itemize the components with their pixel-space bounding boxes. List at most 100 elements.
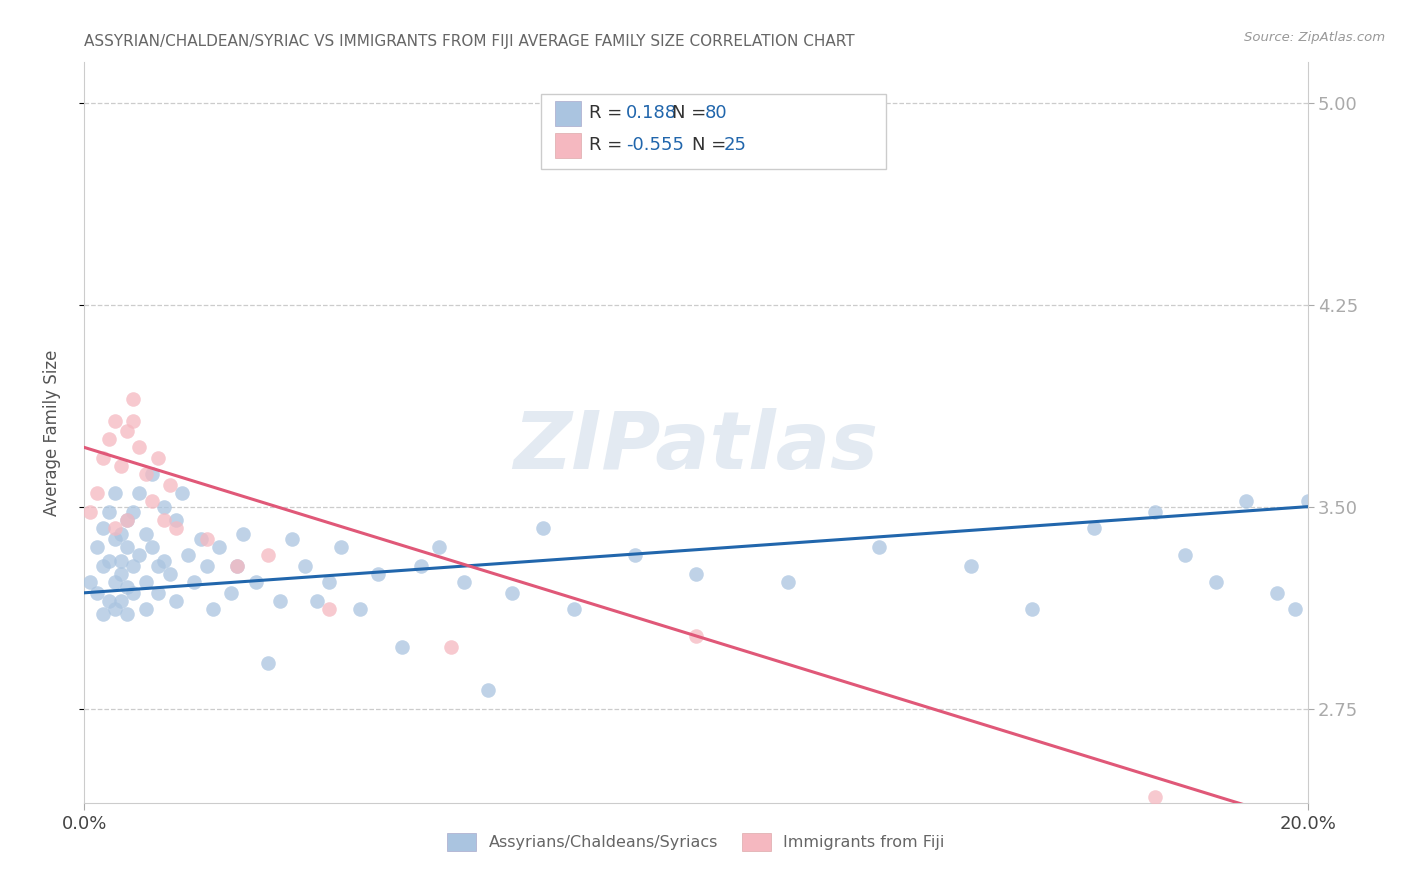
Point [115, 607, 138, 622]
Point [226, 558, 249, 573]
Point [183, 575, 205, 590]
Point [409, 558, 432, 573]
Point [110, 594, 132, 608]
Point [172, 486, 194, 500]
Point [685, 629, 707, 643]
Point [281, 532, 304, 546]
Point [1265, 586, 1288, 600]
Point [91, 558, 114, 573]
Point [91, 607, 114, 622]
Point [115, 540, 138, 554]
Point [305, 594, 328, 608]
Y-axis label: Average Family Size: Average Family Size [42, 350, 60, 516]
Point [104, 602, 127, 616]
Text: ASSYRIAN/CHALDEAN/SYRIAC VS IMMIGRANTS FROM FIJI AVERAGE FAMILY SIZE CORRELATION: ASSYRIAN/CHALDEAN/SYRIAC VS IMMIGRANTS F… [84, 34, 855, 49]
Point [1021, 602, 1043, 616]
Point [318, 602, 340, 616]
Point [159, 566, 181, 581]
Point [104, 486, 127, 500]
Legend: Assyrians/Chaldeans/Syriacs, Immigrants from Fiji: Assyrians/Chaldeans/Syriacs, Immigrants … [440, 827, 952, 858]
Text: Source: ZipAtlas.com: Source: ZipAtlas.com [1244, 31, 1385, 45]
Point [294, 558, 316, 573]
Point [562, 602, 585, 616]
Point [97, 505, 120, 519]
Point [1143, 505, 1166, 519]
Point [135, 467, 157, 482]
Point [624, 548, 647, 562]
Text: R =: R = [589, 104, 628, 122]
Point [1174, 548, 1197, 562]
Point [190, 532, 212, 546]
Point [1284, 602, 1306, 616]
Point [97, 594, 120, 608]
Point [97, 433, 120, 447]
Point [115, 581, 138, 595]
Point [141, 540, 163, 554]
Point [219, 586, 242, 600]
Point [146, 558, 169, 573]
Point [128, 486, 150, 500]
Text: R =: R = [589, 136, 628, 154]
Point [1205, 575, 1227, 590]
Point [1143, 790, 1166, 805]
Point [232, 526, 254, 541]
Point [195, 558, 218, 573]
Point [135, 526, 157, 541]
Point [115, 513, 138, 527]
Point [165, 594, 187, 608]
Point [257, 548, 280, 562]
Point [141, 467, 163, 482]
Point [869, 540, 891, 554]
Point [104, 413, 127, 427]
Point [146, 451, 169, 466]
Point [269, 594, 291, 608]
Point [776, 575, 799, 590]
Point [165, 513, 187, 527]
Point [330, 540, 353, 554]
Point [208, 540, 231, 554]
Point [135, 575, 157, 590]
Point [122, 558, 145, 573]
Point [135, 602, 157, 616]
Point [349, 602, 371, 616]
Point [201, 602, 224, 616]
Point [391, 640, 413, 654]
Point [318, 575, 340, 590]
Point [165, 521, 187, 535]
Point [122, 392, 145, 406]
Point [153, 553, 176, 567]
Point [91, 521, 114, 535]
Point [226, 558, 249, 573]
Point [110, 459, 132, 474]
Text: N =: N = [692, 136, 731, 154]
Point [110, 553, 132, 567]
Point [477, 682, 499, 697]
Text: 80: 80 [704, 104, 727, 122]
Point [195, 532, 218, 546]
Point [128, 548, 150, 562]
Point [122, 586, 145, 600]
Text: 25: 25 [724, 136, 747, 154]
Point [128, 441, 150, 455]
Point [1083, 521, 1105, 535]
Point [110, 526, 132, 541]
Point [502, 586, 524, 600]
Point [91, 451, 114, 466]
Text: -0.555: -0.555 [626, 136, 683, 154]
Point [427, 540, 450, 554]
Text: 0.188: 0.188 [626, 104, 676, 122]
Point [110, 566, 132, 581]
Text: ZIPatlas: ZIPatlas [513, 409, 879, 486]
Point [257, 656, 280, 670]
Point [531, 521, 554, 535]
Point [1236, 494, 1258, 508]
Point [367, 566, 389, 581]
Point [104, 521, 127, 535]
Point [104, 532, 127, 546]
Point [440, 640, 463, 654]
Point [960, 558, 983, 573]
Point [146, 586, 169, 600]
Point [115, 424, 138, 438]
Point [122, 413, 145, 427]
Point [79, 575, 101, 590]
